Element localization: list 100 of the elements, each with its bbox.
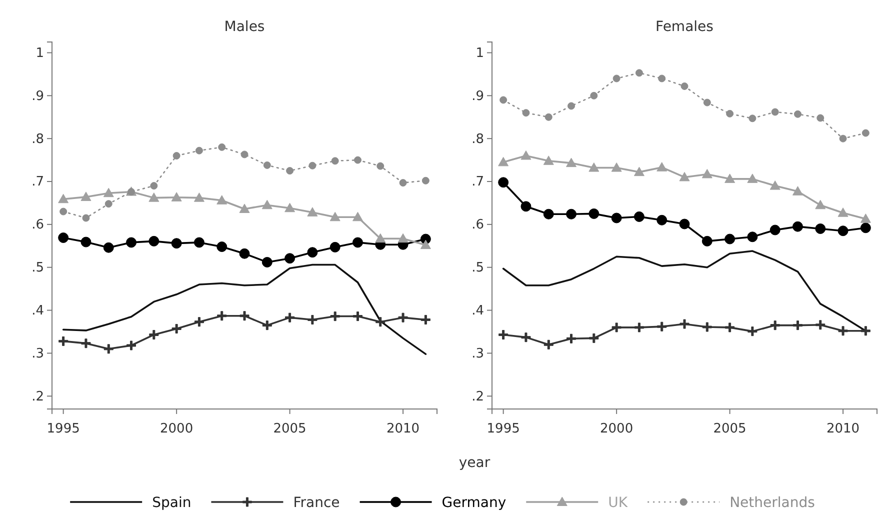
point — [239, 204, 250, 213]
x-tick-label: 1995 — [46, 422, 80, 437]
point — [352, 212, 363, 222]
point — [703, 98, 711, 106]
text: Spain — [152, 495, 192, 511]
text: France — [293, 495, 340, 511]
point — [770, 224, 780, 236]
point — [217, 311, 227, 321]
x-tick-label: 2000 — [600, 422, 634, 437]
point — [103, 188, 114, 198]
x-tick-label: 2005 — [713, 422, 746, 437]
point — [218, 143, 226, 151]
x-tick-label: 2005 — [273, 422, 306, 437]
point — [634, 322, 644, 332]
text: Germany — [442, 495, 506, 511]
y-tick-label: .3 — [32, 346, 44, 362]
point — [816, 114, 824, 122]
point — [420, 314, 430, 324]
point — [376, 317, 386, 327]
point — [81, 338, 91, 348]
point — [398, 233, 408, 243]
point — [521, 332, 531, 342]
point — [726, 110, 734, 118]
point — [792, 221, 803, 232]
point — [240, 311, 250, 321]
point — [656, 162, 668, 172]
point — [839, 134, 847, 142]
point — [216, 242, 228, 252]
y-tick-label: .4 — [472, 303, 484, 318]
point — [58, 336, 68, 346]
point — [634, 166, 644, 176]
point — [862, 129, 870, 137]
y-tick-label: .6 — [472, 218, 484, 233]
point — [770, 320, 780, 330]
point — [680, 319, 690, 329]
y-tick-label: .3 — [472, 346, 484, 362]
point — [286, 167, 294, 175]
point — [352, 312, 362, 322]
point — [747, 174, 758, 183]
point — [126, 340, 136, 350]
point — [194, 317, 204, 327]
point — [860, 222, 871, 234]
point — [543, 156, 554, 165]
y-tick-label: 1 — [36, 46, 44, 61]
point — [656, 214, 668, 226]
point — [330, 212, 340, 222]
point — [679, 218, 690, 230]
x-tick-label: 2010 — [386, 422, 420, 437]
point — [771, 108, 779, 116]
y-tick-label: .7 — [472, 174, 484, 190]
point — [838, 226, 848, 236]
point — [172, 324, 182, 334]
point — [589, 333, 599, 343]
point — [352, 237, 363, 248]
point — [263, 161, 271, 169]
point — [815, 200, 826, 210]
point — [543, 208, 554, 220]
point — [520, 150, 532, 160]
point — [308, 314, 318, 324]
point — [149, 330, 159, 340]
point — [58, 232, 69, 243]
point — [82, 214, 90, 222]
y-tick-label: .8 — [32, 132, 44, 147]
point — [702, 236, 712, 246]
point — [792, 320, 802, 330]
x-tick-label: 2010 — [826, 422, 860, 437]
point — [285, 312, 295, 322]
y-tick-label: .8 — [472, 132, 484, 147]
point — [148, 192, 160, 202]
line-series — [62, 264, 427, 355]
point — [860, 326, 870, 336]
point — [148, 236, 160, 246]
point — [657, 322, 667, 332]
point — [60, 208, 68, 216]
point — [398, 312, 408, 322]
point — [284, 253, 296, 264]
point — [568, 102, 576, 110]
point — [172, 152, 180, 160]
point — [126, 237, 137, 248]
point — [860, 214, 871, 223]
point — [702, 322, 712, 332]
point — [195, 146, 203, 154]
x-tick-label: 1995 — [486, 422, 520, 437]
point — [544, 340, 554, 350]
point — [612, 74, 620, 82]
point — [725, 322, 735, 332]
y-tick-label: .7 — [32, 174, 44, 190]
y-tick-label: .2 — [472, 389, 484, 404]
y-tick-label: .6 — [32, 218, 44, 233]
point — [838, 326, 848, 336]
point — [104, 200, 112, 208]
point — [815, 223, 826, 234]
y-tick-label: .4 — [32, 303, 44, 318]
chart-title: Females — [656, 19, 714, 35]
point — [566, 334, 576, 344]
point — [150, 182, 158, 190]
point — [80, 236, 92, 248]
point — [588, 208, 600, 219]
point — [522, 109, 530, 117]
y-tick-label: .5 — [472, 260, 484, 276]
